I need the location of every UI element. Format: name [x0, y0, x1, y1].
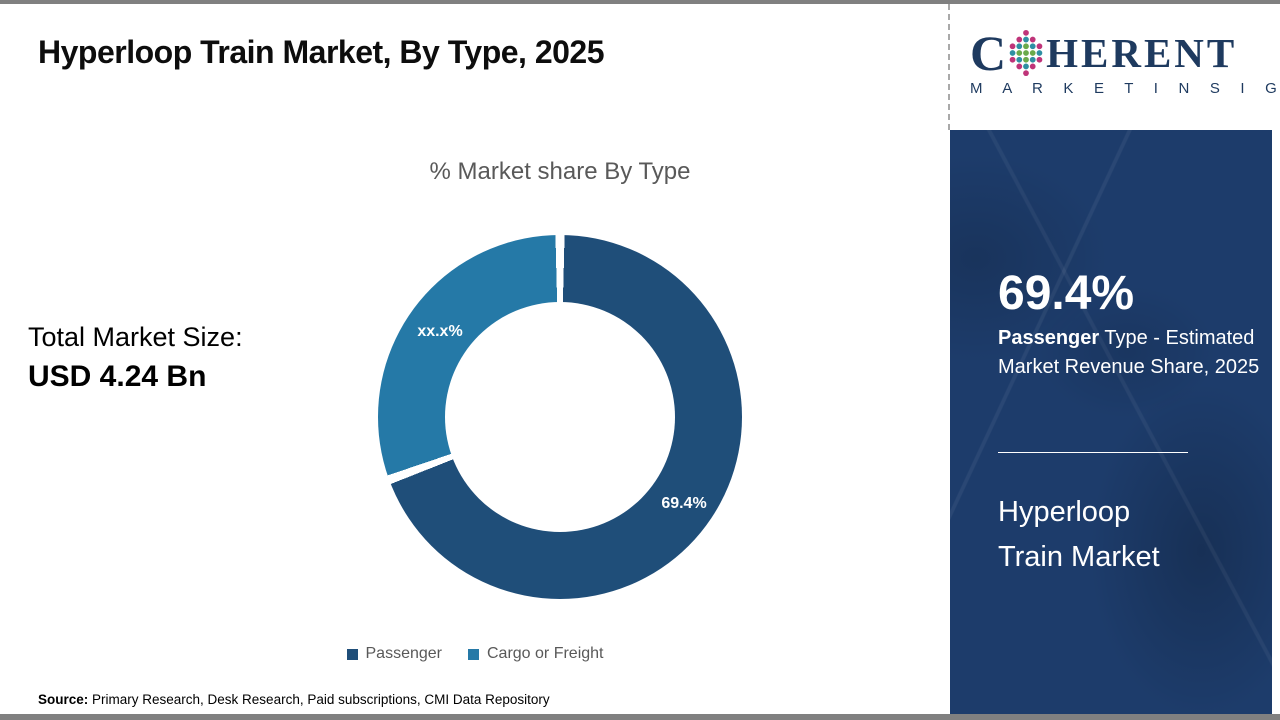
total-market-size-value: USD 4.24 Bn [28, 360, 207, 393]
globe-dots-icon [1009, 29, 1043, 77]
page-title: Hyperloop Train Market, By Type, 2025 [38, 34, 605, 70]
cargo-slice-label: xx.x% [417, 323, 463, 340]
passenger-slice-label: 69.4% [661, 495, 707, 512]
report-name: Hyperloop Train Market [998, 490, 1160, 580]
report-name-line2: Train Market [998, 541, 1160, 573]
stat-desc-rest: Type - Estimated Market Revenue Share, 2… [998, 327, 1260, 378]
logo-letter-c: C [970, 25, 1007, 81]
logo-subtitle: M A R K E T I N S I G H T S [970, 80, 1280, 97]
headline-stat-value: 69.4% [998, 267, 1135, 320]
chart-legend: Passenger Cargo or Freight [0, 645, 950, 663]
donut-hole [445, 302, 675, 532]
stat-segment-name: Passenger [998, 327, 1100, 349]
world-map-texture [950, 130, 1272, 714]
logo-wordmark-rest: HERENT [1046, 30, 1238, 76]
total-market-size-label: Total Market Size: [28, 322, 243, 352]
legend-item-passenger: Passenger [346, 645, 443, 663]
report-name-line1: Hyperloop [998, 496, 1131, 528]
cargo-swatch-icon [468, 648, 479, 660]
headline-stat-description: Passenger Type - Estimated Market Revenu… [998, 324, 1272, 382]
top-edge-bar [0, 0, 1280, 4]
source-text: Primary Research, Desk Research, Paid su… [88, 692, 550, 707]
legend-item-cargo: Cargo or Freight [468, 645, 604, 663]
total-market-size: Total Market Size: USD 4.24 Bn [28, 322, 243, 394]
source-label: Source: [38, 692, 89, 707]
passenger-swatch-icon [346, 648, 358, 660]
legend-label-passenger: Passenger [365, 645, 443, 662]
chart-title: % Market share By Type [429, 158, 691, 185]
sidebar-highlight-panel: 69.4% Passenger Type - Estimated Market … [950, 130, 1272, 714]
logo-wordmark: C HERENT [970, 25, 1278, 81]
bottom-edge-bar [0, 714, 1280, 720]
company-logo: C HERENT M A R K E T I N S I G H T S [948, 4, 1280, 130]
donut-chart: xx.x% 69.4% [378, 235, 742, 599]
source-note: Source: Primary Research, Desk Research,… [38, 692, 550, 707]
sidebar-divider-line [998, 452, 1188, 453]
legend-label-cargo: Cargo or Freight [487, 645, 604, 662]
